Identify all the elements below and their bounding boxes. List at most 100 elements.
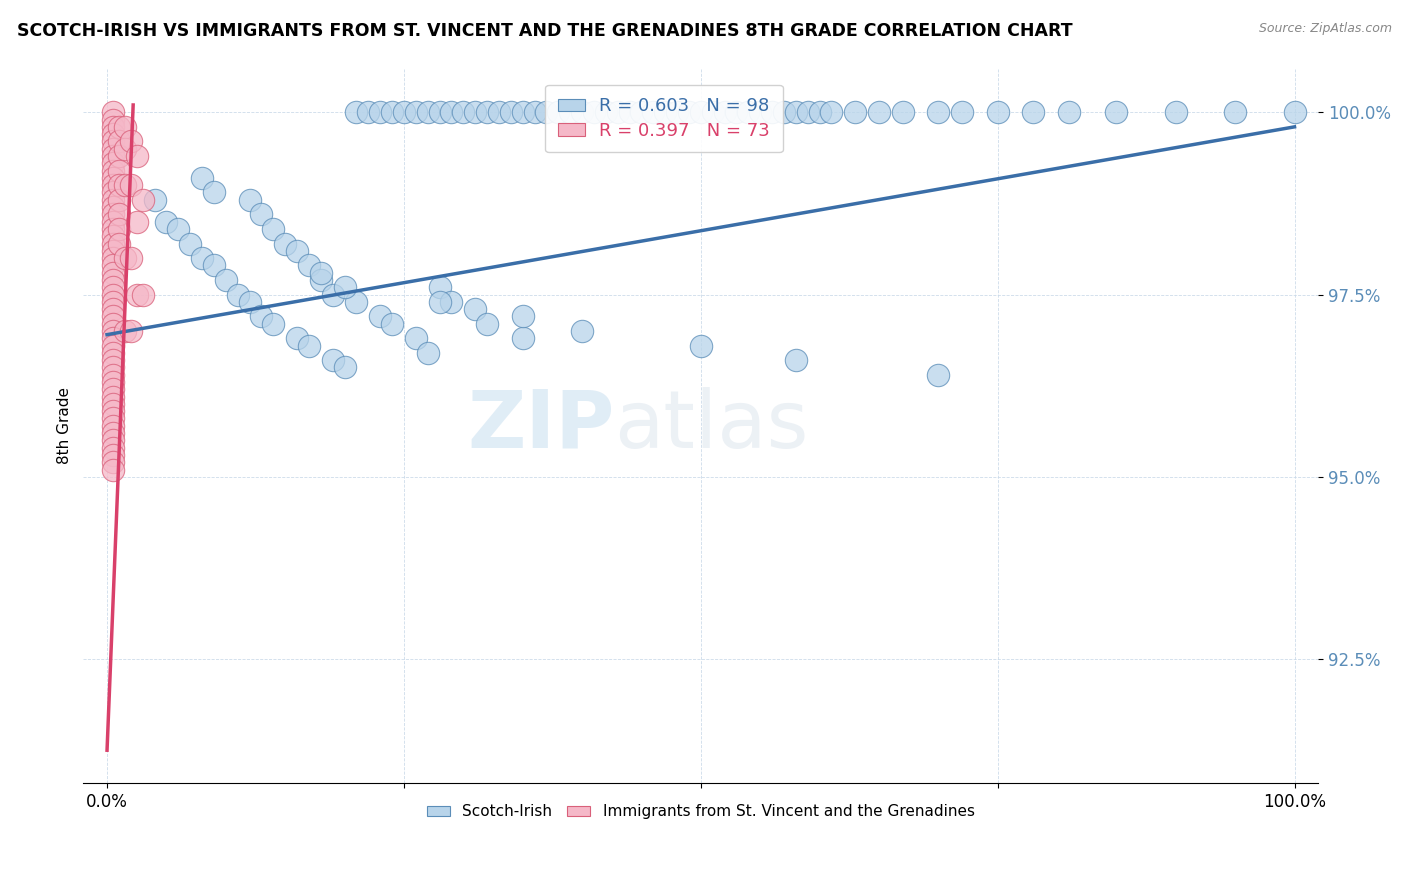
Point (101, 236, 124, 251)
Point (101, 120, 124, 134)
Point (666, 105, 689, 120)
Point (101, 397, 124, 411)
Point (785, 353, 807, 368)
Point (702, 105, 724, 120)
Point (108, 149, 131, 163)
Point (101, 302, 124, 317)
Text: Source: ZipAtlas.com: Source: ZipAtlas.com (1258, 22, 1392, 36)
Point (238, 294, 260, 309)
Point (101, 310, 124, 324)
Point (1164, 105, 1187, 120)
Point (927, 368, 949, 382)
Point (475, 317, 498, 331)
Point (108, 222, 131, 236)
Point (298, 259, 321, 273)
Point (101, 149, 124, 163)
Point (405, 331, 427, 345)
Point (108, 135, 131, 149)
Point (125, 214, 148, 228)
Point (101, 390, 124, 404)
Point (101, 375, 124, 389)
Point (101, 259, 124, 273)
Point (512, 105, 534, 120)
Point (749, 105, 772, 120)
Text: SCOTCH-IRISH VS IMMIGRANTS FROM ST. VINCENT AND THE GRENADINES 8TH GRADE CORRELA: SCOTCH-IRISH VS IMMIGRANTS FROM ST. VINC… (17, 22, 1073, 40)
Point (1022, 105, 1045, 120)
Point (309, 273, 332, 287)
Point (101, 193, 124, 207)
Point (101, 382, 124, 396)
Point (101, 411, 124, 425)
Point (368, 310, 391, 324)
Point (202, 186, 225, 200)
Point (773, 105, 796, 120)
Point (101, 324, 124, 338)
Point (285, 331, 308, 345)
Point (101, 287, 124, 301)
Point (536, 105, 558, 120)
Point (108, 193, 131, 207)
Point (120, 135, 142, 149)
Point (101, 448, 124, 462)
Point (101, 266, 124, 280)
Point (429, 294, 451, 309)
Point (429, 280, 451, 294)
Point (108, 178, 131, 193)
Point (368, 105, 391, 120)
Point (796, 105, 818, 120)
Point (950, 105, 973, 120)
Point (643, 105, 665, 120)
Point (238, 193, 260, 207)
Point (114, 120, 136, 134)
Point (440, 294, 463, 309)
Point (392, 105, 415, 120)
Point (114, 324, 136, 338)
Point (309, 266, 332, 280)
Point (101, 273, 124, 287)
Point (101, 207, 124, 221)
Text: atlas: atlas (614, 387, 808, 465)
Point (488, 105, 510, 120)
Point (114, 142, 136, 156)
Point (285, 244, 308, 258)
Point (689, 105, 711, 120)
Point (725, 105, 748, 120)
Point (101, 105, 124, 120)
Point (101, 280, 124, 294)
Point (619, 105, 641, 120)
Point (381, 317, 404, 331)
Point (678, 105, 700, 120)
Point (120, 251, 142, 265)
Point (101, 462, 124, 476)
Point (1284, 105, 1306, 120)
Point (416, 105, 439, 120)
Point (114, 251, 136, 265)
Point (101, 178, 124, 193)
Point (737, 105, 759, 120)
Point (108, 120, 131, 134)
Point (868, 105, 890, 120)
Point (464, 105, 486, 120)
Point (101, 135, 124, 149)
Point (606, 105, 628, 120)
Point (357, 105, 380, 120)
Point (262, 317, 284, 331)
Point (274, 236, 297, 251)
Point (429, 105, 451, 120)
Point (101, 156, 124, 170)
Point (250, 207, 273, 221)
Point (131, 287, 153, 301)
Point (298, 338, 321, 352)
Point (155, 214, 177, 228)
Point (167, 222, 190, 236)
Point (1223, 105, 1246, 120)
Point (101, 112, 124, 127)
Point (927, 105, 949, 120)
Point (101, 368, 124, 382)
Point (405, 105, 427, 120)
Point (108, 236, 131, 251)
Point (114, 178, 136, 193)
Point (108, 163, 131, 178)
Point (475, 105, 498, 120)
Point (713, 105, 735, 120)
